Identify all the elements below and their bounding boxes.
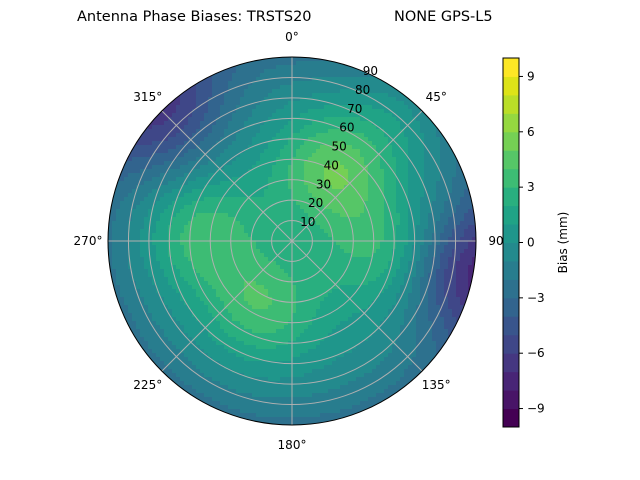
- colorbar-tick-label: 3: [527, 180, 535, 194]
- colorbar-tick-label: −6: [527, 346, 545, 360]
- zenith-label: 80: [355, 83, 370, 97]
- zenith-label: 90: [363, 64, 378, 78]
- polar-grid: [108, 57, 476, 425]
- zenith-label: 40: [324, 158, 339, 172]
- zenith-label: 70: [347, 102, 362, 116]
- plot-border: [107, 56, 477, 426]
- colorbar-tick-label: 0: [527, 236, 535, 250]
- chart-title-left: Antenna Phase Biases: TRSTS20: [77, 9, 312, 25]
- colorbar: −9 −6 −3 0 3 6 9 Bias (mm): [502, 57, 570, 428]
- azimuth-label: 135°: [422, 378, 451, 392]
- azimuth-tick-labels: 0° 45° 90 135° 180° 225° 270° 315°: [74, 30, 504, 452]
- chart-title-right: NONE GPS-L5: [394, 9, 493, 25]
- zenith-label: 60: [339, 121, 354, 135]
- zenith-tick-labels: 10 20 30 40 50 60 70 80 90: [300, 64, 378, 229]
- azimuth-label: 180°: [278, 438, 307, 452]
- zenith-label: 50: [331, 140, 346, 154]
- colorbar-axis-label: Bias (mm): [556, 212, 570, 274]
- colorbar-tick-label: −3: [527, 291, 545, 305]
- azimuth-label: 315°: [133, 90, 162, 104]
- azimuth-label: 45°: [426, 90, 447, 104]
- colorbar-tick-label: −9: [527, 402, 545, 416]
- zenith-label: 10: [300, 215, 315, 229]
- azimuth-label: 270°: [74, 234, 103, 248]
- colorbar-tick-label: 6: [527, 125, 535, 139]
- azimuth-label: 225°: [133, 378, 162, 392]
- azimuth-label: 0°: [285, 30, 299, 44]
- azimuth-label: 90: [488, 234, 503, 248]
- zenith-label: 20: [308, 196, 323, 210]
- zenith-label: 30: [316, 177, 331, 191]
- colorbar-tick-label: 9: [527, 69, 535, 83]
